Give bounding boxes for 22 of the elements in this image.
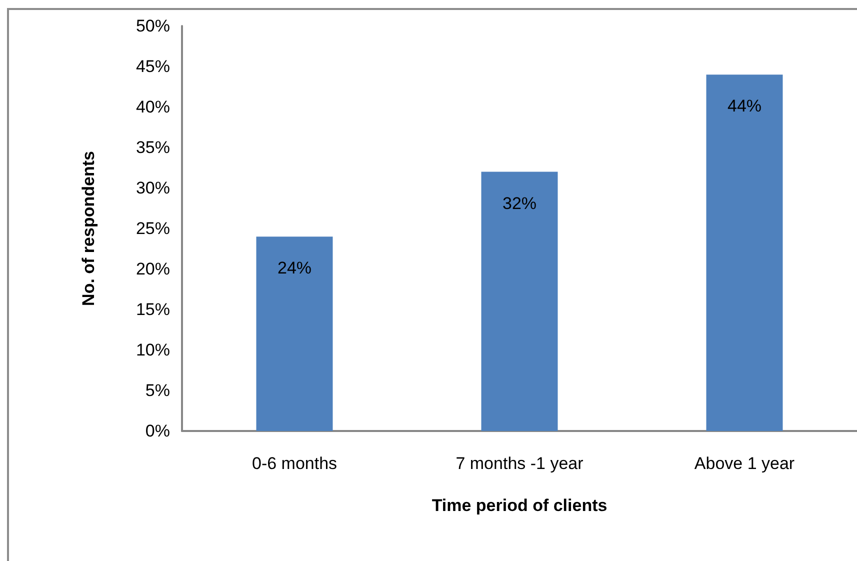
data-label: 32% — [502, 194, 537, 213]
data-label: 44% — [727, 96, 762, 116]
y-tick-label: 0% — [145, 422, 170, 440]
y-tick-label: 25% — [136, 219, 170, 238]
y-tick-label: 30% — [136, 178, 170, 198]
data-label: 24% — [277, 258, 312, 278]
y-tick-label: 50% — [136, 16, 170, 36]
y-tick-label: 5% — [145, 381, 170, 400]
y-tick-label: 15% — [136, 300, 170, 319]
bar — [706, 74, 783, 431]
y-tick-label: 35% — [136, 138, 170, 157]
x-tick-label: Above 1 year — [694, 454, 795, 473]
x-tick-label: 0-6 months — [252, 454, 338, 473]
x-axis-title: Time period of clients — [432, 496, 608, 515]
bar — [256, 236, 333, 431]
y-tick-label: 40% — [136, 98, 170, 116]
y-tick-label: 10% — [136, 340, 170, 360]
y-tick-label: 45% — [136, 57, 170, 76]
y-tick-label: 20% — [136, 260, 170, 278]
y-axis-title: No. of respondents — [79, 151, 98, 306]
x-tick-label: 7 months -1 year — [456, 454, 584, 473]
bar — [481, 172, 558, 431]
